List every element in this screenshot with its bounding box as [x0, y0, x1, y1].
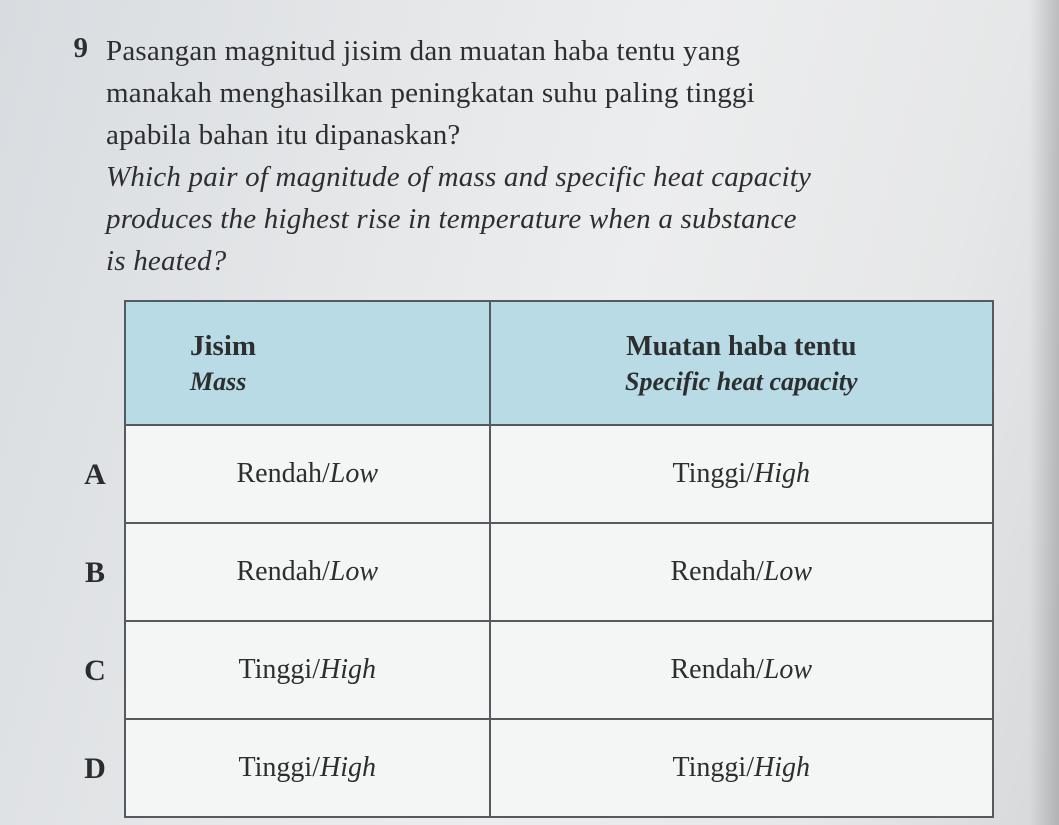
- cell-mass-c-en: High: [320, 654, 376, 685]
- option-label-spacer: [66, 302, 124, 426]
- question-en-line3: is heated?: [106, 240, 1031, 282]
- cell-shc-b-ms: Rendah: [670, 556, 756, 587]
- header-mass: Jisim Mass: [125, 301, 490, 425]
- option-label-column: A B C D: [66, 300, 124, 818]
- table-wrapper: A B C D Jisim Mass Muatan haba tentu Spe…: [66, 300, 1031, 818]
- table-row: Rendah/Low Tinggi/High: [125, 425, 993, 523]
- option-label-a: A: [66, 426, 124, 524]
- cell-mass-d-ms: Tinggi: [239, 752, 313, 783]
- cell-mass-a-ms: Rendah: [236, 458, 322, 489]
- header-shc-en: Specific heat capacity: [501, 366, 982, 399]
- header-mass-en: Mass: [190, 366, 479, 399]
- header-shc: Muatan haba tentu Specific heat capacity: [490, 301, 993, 425]
- question-ms-line2: manakah menghasilkan peningkatan suhu pa…: [106, 72, 1031, 114]
- table-header-row: Jisim Mass Muatan haba tentu Specific he…: [125, 301, 993, 425]
- cell-mass-d-en: High: [320, 752, 376, 783]
- option-label-b: B: [66, 524, 124, 622]
- cell-mass-a-en: Low: [330, 458, 378, 489]
- cell-shc-d-ms: Tinggi: [673, 752, 747, 783]
- cell-mass-c: Tinggi/High: [125, 621, 490, 719]
- cell-mass-c-ms: Tinggi: [239, 654, 313, 685]
- cell-shc-c-en: Low: [764, 654, 812, 685]
- cell-mass-a: Rendah/Low: [125, 425, 490, 523]
- table-row: Tinggi/High Rendah/Low: [125, 621, 993, 719]
- option-label-d: D: [66, 720, 124, 818]
- cell-mass-b-ms: Rendah: [236, 556, 322, 587]
- cell-mass-b: Rendah/Low: [125, 523, 490, 621]
- question-text: Pasangan magnitud jisim dan muatan haba …: [106, 30, 1031, 282]
- header-shc-ms: Muatan haba tentu: [501, 329, 982, 364]
- question-ms-line3: apabila bahan itu dipanaskan?: [106, 114, 1031, 156]
- cell-shc-c: Rendah/Low: [490, 621, 993, 719]
- cell-shc-a: Tinggi/High: [490, 425, 993, 523]
- cell-shc-b: Rendah/Low: [490, 523, 993, 621]
- answer-table: Jisim Mass Muatan haba tentu Specific he…: [124, 300, 994, 818]
- page-curve-shadow: [1029, 0, 1059, 825]
- cell-shc-b-en: Low: [764, 556, 812, 587]
- table-row: Rendah/Low Rendah/Low: [125, 523, 993, 621]
- cell-shc-d-en: High: [754, 752, 810, 783]
- question-ms-line1: Pasangan magnitud jisim dan muatan haba …: [106, 30, 1031, 72]
- question-row: 9 Pasangan magnitud jisim dan muatan hab…: [60, 30, 1031, 282]
- question-en-line2: produces the highest rise in temperature…: [106, 198, 1031, 240]
- cell-mass-b-en: Low: [330, 556, 378, 587]
- cell-shc-d: Tinggi/High: [490, 719, 993, 817]
- header-mass-ms: Jisim: [190, 328, 479, 364]
- cell-mass-d: Tinggi/High: [125, 719, 490, 817]
- table-row: Tinggi/High Tinggi/High: [125, 719, 993, 817]
- cell-shc-c-ms: Rendah: [670, 654, 756, 685]
- cell-shc-a-en: High: [754, 458, 810, 489]
- option-label-c: C: [66, 622, 124, 720]
- question-en-line1: Which pair of magnitude of mass and spec…: [106, 156, 1031, 198]
- question-number: 9: [60, 30, 88, 65]
- cell-shc-a-ms: Tinggi: [673, 458, 747, 489]
